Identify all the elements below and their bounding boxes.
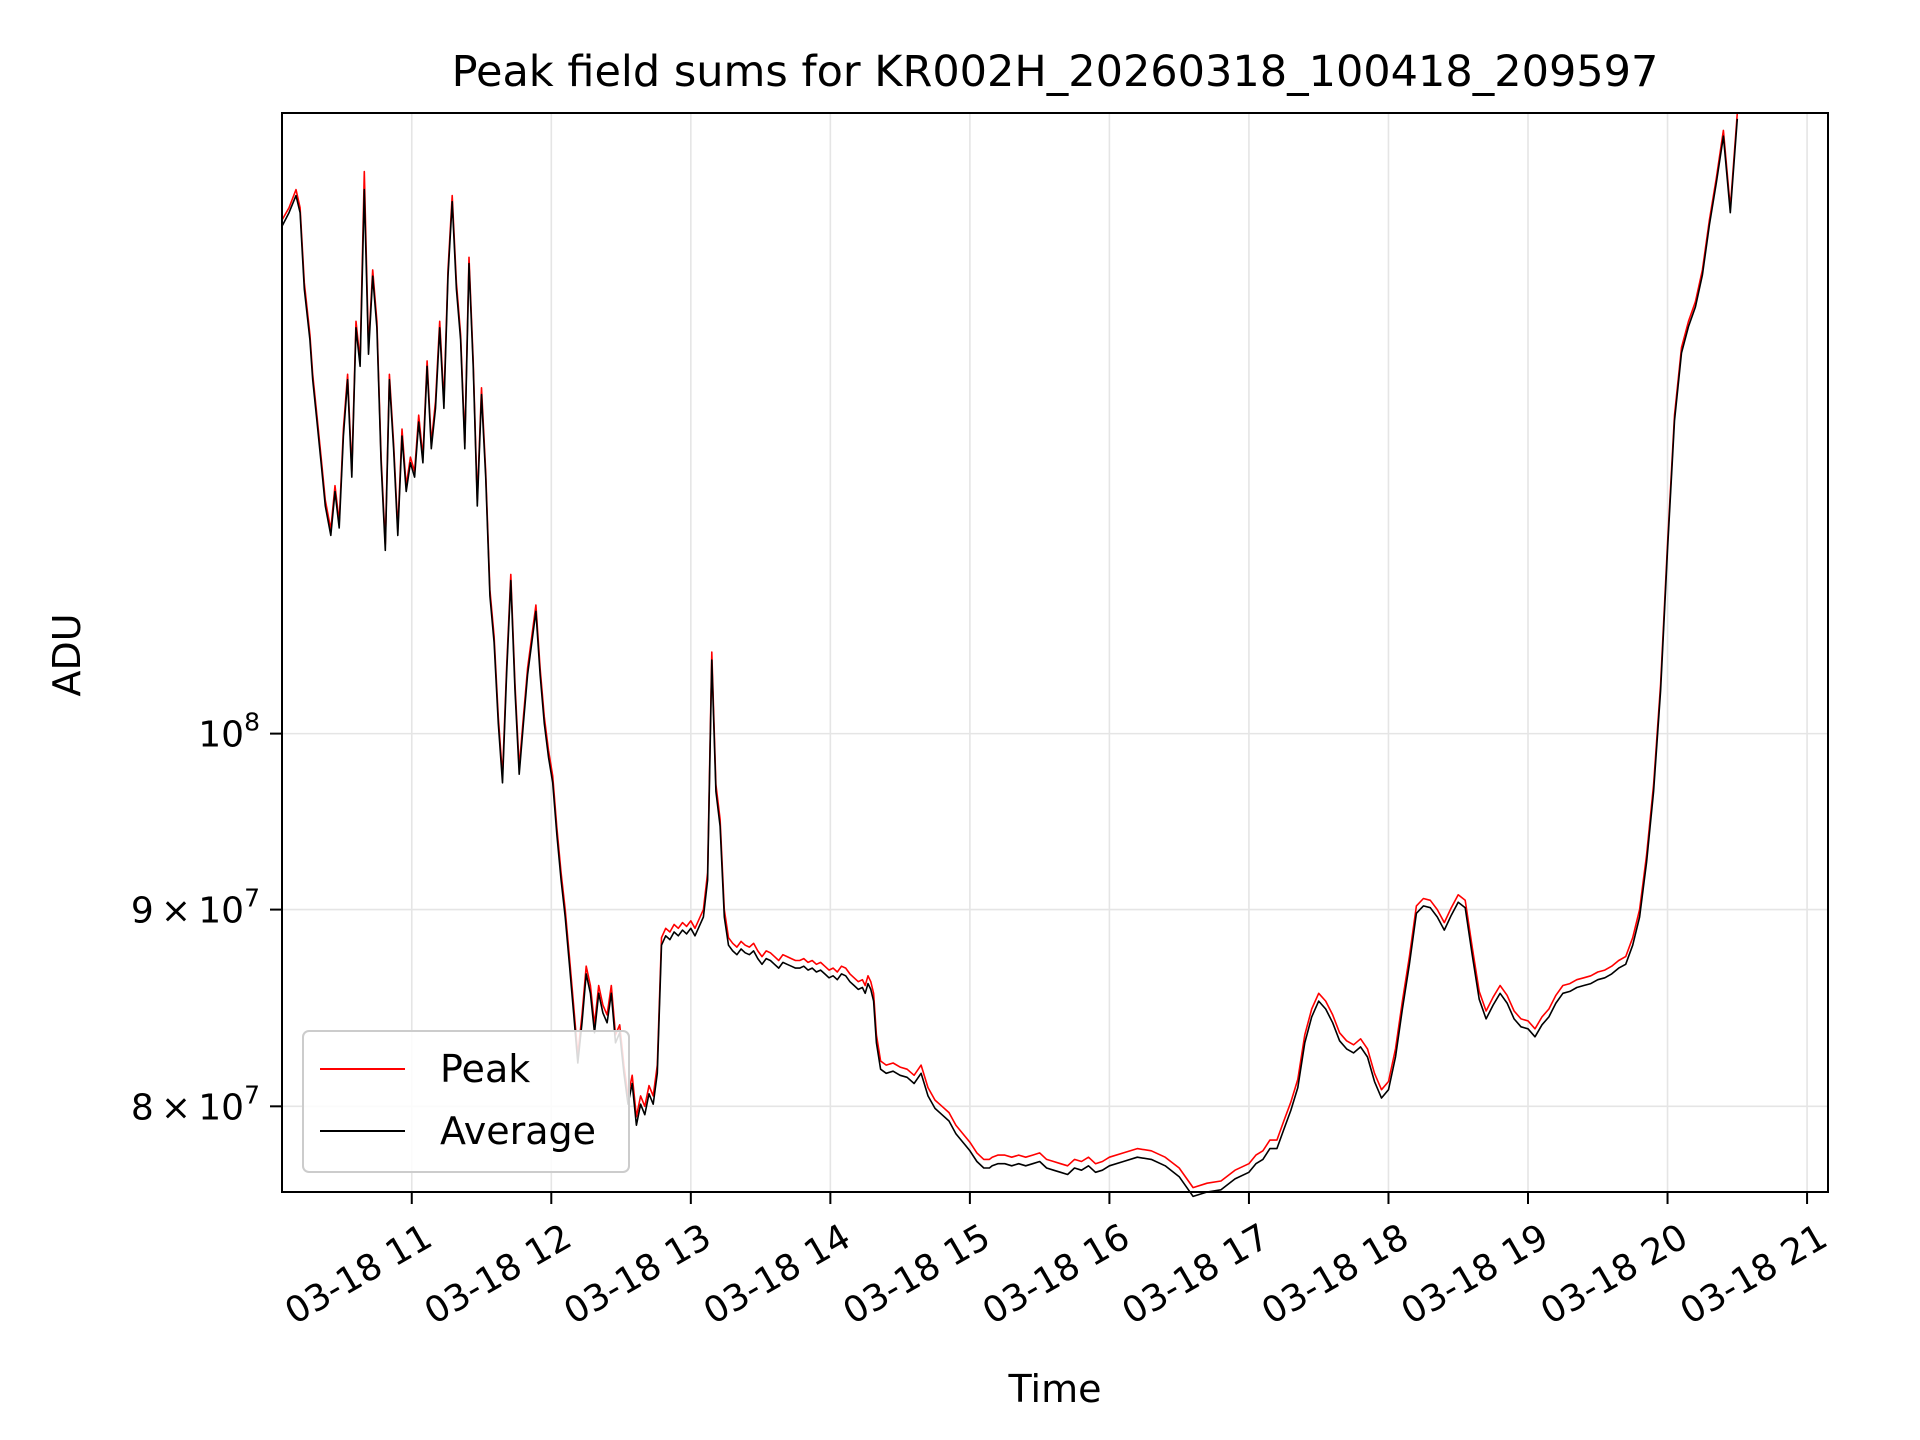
y-tick-label-exponent: 7 (244, 1080, 260, 1109)
legend-box (302, 1030, 630, 1173)
legend: Peak Average (302, 1030, 630, 1173)
y-tick-label: 8 × 107 (131, 1080, 260, 1128)
y-tick-label-base: 10 (198, 715, 244, 756)
y-axis-label: ADU (45, 613, 89, 696)
grid (282, 113, 1828, 1192)
y-tick-label: 9 × 107 (131, 884, 260, 932)
plot-frame (281, 112, 1829, 1193)
y-tick-label-exponent: 7 (244, 884, 260, 913)
x-axis-label: Time (1008, 1367, 1102, 1411)
y-tick-label-exponent: 8 (244, 708, 260, 737)
y-tick-label-base: 9 × 10 (131, 891, 244, 932)
series-line-average (281, 118, 1739, 1198)
plot-series (281, 112, 1739, 1198)
chart-title: Peak field sums for KR002H_20260318_1004… (452, 47, 1659, 97)
y-tick-label: 108 (198, 708, 260, 756)
y-tick-label-base: 8 × 10 (131, 1087, 244, 1128)
legend-average-label: Average (440, 1109, 596, 1153)
legend-peak-label: Peak (440, 1047, 530, 1091)
